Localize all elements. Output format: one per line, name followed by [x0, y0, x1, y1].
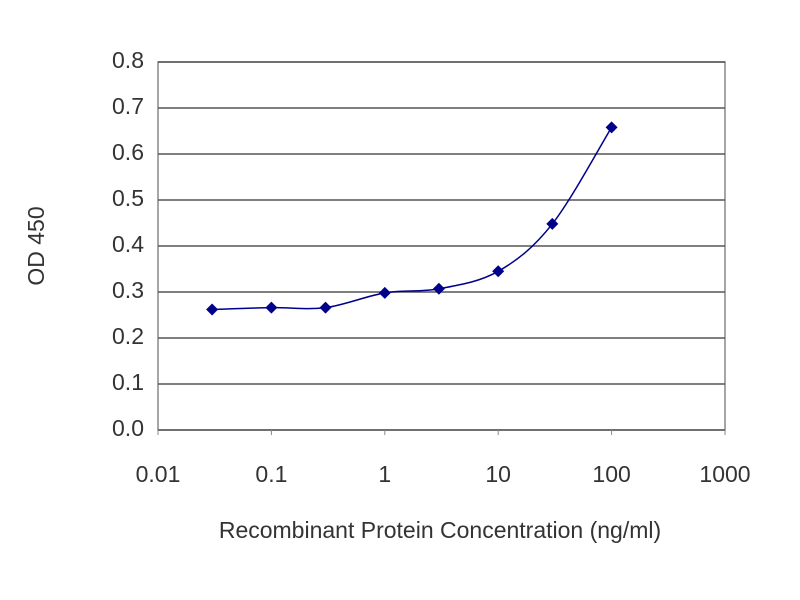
- data-point: [319, 301, 332, 314]
- y-tick-label: 0.4: [112, 231, 144, 257]
- x-tick-label: 100: [592, 461, 630, 487]
- data-point: [265, 301, 278, 314]
- y-tick-label: 0.1: [112, 369, 144, 395]
- y-tick-label: 0.5: [112, 185, 144, 211]
- y-tick-label: 0.3: [112, 277, 144, 303]
- x-tick-label: 1000: [699, 461, 750, 487]
- data-point: [605, 121, 618, 134]
- x-tick-label: 1: [378, 461, 391, 487]
- x-tick-label: 10: [485, 461, 511, 487]
- data-point: [206, 303, 219, 316]
- data-point: [546, 217, 559, 230]
- x-tick-label: 0.1: [255, 461, 287, 487]
- y-tick-label: 0.8: [112, 47, 144, 73]
- data-point: [492, 265, 505, 278]
- y-tick-label: 0.0: [112, 415, 144, 441]
- y-tick-label: 0.2: [112, 323, 144, 349]
- x-axis-title: Recombinant Protein Concentration (ng/ml…: [219, 517, 661, 543]
- x-tick-label: 0.01: [136, 461, 181, 487]
- y-tick-label: 0.7: [112, 93, 144, 119]
- data-point: [378, 286, 391, 299]
- y-tick-label: 0.6: [112, 139, 144, 165]
- y-axis-title: OD 450: [23, 206, 49, 285]
- data-point: [432, 282, 445, 295]
